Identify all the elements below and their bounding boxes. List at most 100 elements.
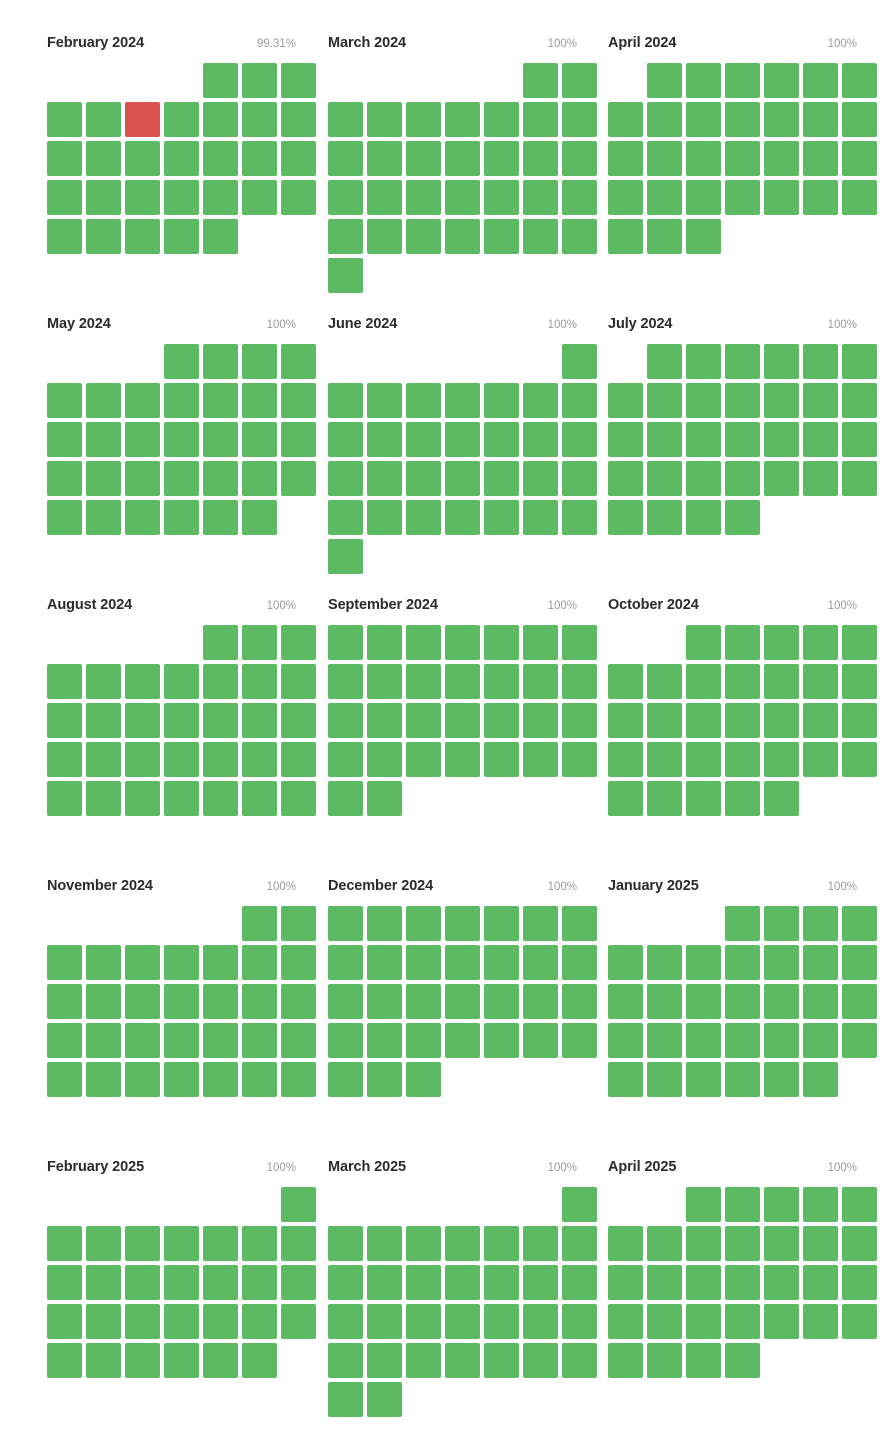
day-cell[interactable] (406, 461, 441, 496)
day-cell[interactable] (647, 344, 682, 379)
day-cell[interactable] (803, 945, 838, 980)
day-cell[interactable] (406, 219, 441, 254)
day-cell[interactable] (764, 945, 799, 980)
day-cell[interactable] (608, 703, 643, 738)
day-cell[interactable] (842, 102, 877, 137)
day-cell[interactable] (281, 102, 316, 137)
day-cell[interactable] (445, 461, 480, 496)
day-cell[interactable] (406, 1062, 441, 1097)
day-cell[interactable] (203, 1062, 238, 1097)
day-cell[interactable] (725, 1343, 760, 1378)
day-cell[interactable] (686, 141, 721, 176)
day-cell[interactable] (842, 344, 877, 379)
day-cell[interactable] (86, 422, 121, 457)
day-cell[interactable] (47, 1062, 82, 1097)
day-cell[interactable] (164, 1265, 199, 1300)
day-cell[interactable] (842, 742, 877, 777)
day-cell[interactable] (125, 1062, 160, 1097)
day-cell[interactable] (406, 625, 441, 660)
day-cell[interactable] (125, 1226, 160, 1261)
day-cell[interactable] (242, 422, 277, 457)
day-cell[interactable] (86, 1023, 121, 1058)
day-cell[interactable] (484, 1304, 519, 1339)
day-cell[interactable] (203, 781, 238, 816)
day-cell[interactable] (764, 1023, 799, 1058)
day-cell[interactable] (47, 703, 82, 738)
day-cell[interactable] (242, 664, 277, 699)
day-cell[interactable] (647, 664, 682, 699)
day-cell[interactable] (242, 500, 277, 535)
day-cell[interactable] (562, 344, 597, 379)
day-cell[interactable] (484, 180, 519, 215)
day-cell[interactable] (725, 1265, 760, 1300)
day-cell[interactable] (47, 1226, 82, 1261)
day-cell[interactable] (47, 1343, 82, 1378)
day-cell[interactable] (842, 422, 877, 457)
day-cell[interactable] (523, 906, 558, 941)
day-cell[interactable] (686, 625, 721, 660)
day-cell[interactable] (328, 1265, 363, 1300)
day-cell[interactable] (523, 500, 558, 535)
day-cell[interactable] (445, 1265, 480, 1300)
day-cell[interactable] (686, 742, 721, 777)
day-cell[interactable] (125, 742, 160, 777)
day-cell[interactable] (242, 906, 277, 941)
day-cell[interactable] (764, 1187, 799, 1222)
day-cell[interactable] (203, 344, 238, 379)
day-cell[interactable] (367, 625, 402, 660)
day-cell[interactable] (803, 664, 838, 699)
day-cell[interactable] (803, 1265, 838, 1300)
day-cell[interactable] (484, 102, 519, 137)
day-cell[interactable] (47, 945, 82, 980)
day-cell[interactable] (164, 1226, 199, 1261)
day-cell[interactable] (725, 906, 760, 941)
day-cell[interactable] (328, 1062, 363, 1097)
day-cell[interactable] (445, 945, 480, 980)
day-cell[interactable] (203, 1343, 238, 1378)
day-cell[interactable] (47, 141, 82, 176)
day-cell[interactable] (764, 625, 799, 660)
day-cell[interactable] (125, 422, 160, 457)
day-cell[interactable] (725, 1023, 760, 1058)
day-cell[interactable] (484, 906, 519, 941)
day-cell[interactable] (328, 1023, 363, 1058)
day-cell[interactable] (523, 703, 558, 738)
day-cell[interactable] (328, 906, 363, 941)
day-cell[interactable] (164, 219, 199, 254)
day-cell[interactable] (242, 102, 277, 137)
day-cell[interactable] (367, 945, 402, 980)
day-cell[interactable] (406, 664, 441, 699)
day-cell[interactable] (842, 906, 877, 941)
day-cell[interactable] (47, 180, 82, 215)
day-cell[interactable] (367, 422, 402, 457)
day-cell[interactable] (647, 461, 682, 496)
day-cell[interactable] (647, 1226, 682, 1261)
day-cell[interactable] (608, 742, 643, 777)
day-cell[interactable] (203, 703, 238, 738)
day-cell[interactable] (686, 703, 721, 738)
day-cell[interactable] (47, 664, 82, 699)
day-cell[interactable] (764, 984, 799, 1019)
day-cell[interactable] (242, 781, 277, 816)
day-cell[interactable] (328, 461, 363, 496)
day-cell[interactable] (764, 1304, 799, 1339)
day-cell[interactable] (125, 461, 160, 496)
day-cell[interactable] (328, 664, 363, 699)
day-cell[interactable] (406, 141, 441, 176)
day-cell[interactable] (125, 984, 160, 1019)
day-cell[interactable] (686, 664, 721, 699)
day-cell[interactable] (803, 1226, 838, 1261)
day-cell[interactable] (281, 344, 316, 379)
day-cell[interactable] (445, 1226, 480, 1261)
day-cell[interactable] (842, 383, 877, 418)
day-cell[interactable] (367, 500, 402, 535)
day-cell[interactable] (764, 1062, 799, 1097)
day-cell[interactable] (164, 1023, 199, 1058)
day-cell[interactable] (842, 664, 877, 699)
day-cell[interactable] (562, 945, 597, 980)
day-cell[interactable] (445, 1343, 480, 1378)
day-cell[interactable] (242, 1304, 277, 1339)
day-cell[interactable] (562, 102, 597, 137)
day-cell[interactable] (562, 1343, 597, 1378)
day-cell[interactable] (647, 1343, 682, 1378)
